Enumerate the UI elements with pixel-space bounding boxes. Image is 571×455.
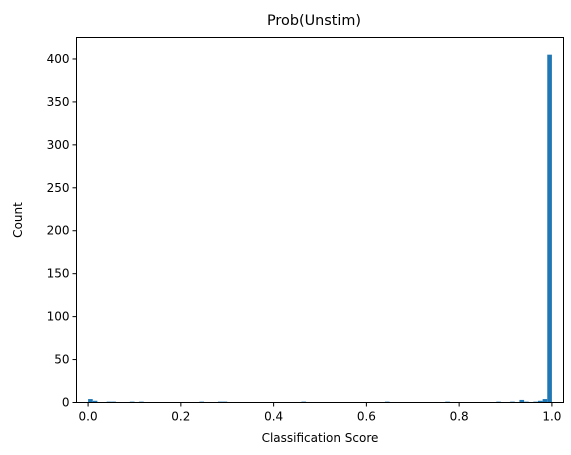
y-tick-label: 200 — [47, 224, 70, 238]
x-tick-label: 1.0 — [542, 410, 561, 424]
x-tick-label: 0.6 — [357, 410, 376, 424]
x-axis-label: Classification Score — [262, 431, 379, 445]
x-tick-label: 0.2 — [171, 410, 190, 424]
y-axis-label: Count — [11, 202, 25, 238]
y-tick-label: 400 — [47, 52, 70, 66]
histogram-bar — [88, 399, 93, 402]
histogram-bar — [543, 399, 548, 402]
x-axis-ticks: 0.0 0.2 0.4 0.6 0.8 1.0 — [79, 403, 562, 424]
y-tick-label: 100 — [47, 310, 70, 324]
histogram-bar — [547, 55, 552, 403]
x-tick-label: 0.8 — [450, 410, 469, 424]
x-tick-label: 0.0 — [79, 410, 98, 424]
y-tick-label: 300 — [47, 138, 70, 152]
y-tick-label: 250 — [47, 181, 70, 195]
x-tick-label: 0.4 — [264, 410, 283, 424]
chart-title: Prob(Unstim) — [267, 13, 361, 29]
histogram-bars — [88, 55, 552, 403]
y-tick-label: 150 — [47, 267, 70, 281]
y-axis-ticks: 0 50 100 150 200 250 300 350 400 — [47, 52, 77, 410]
plot-frame — [77, 38, 564, 403]
y-tick-label: 350 — [47, 95, 70, 109]
y-tick-label: 0 — [62, 396, 70, 410]
y-tick-label: 50 — [54, 353, 69, 367]
